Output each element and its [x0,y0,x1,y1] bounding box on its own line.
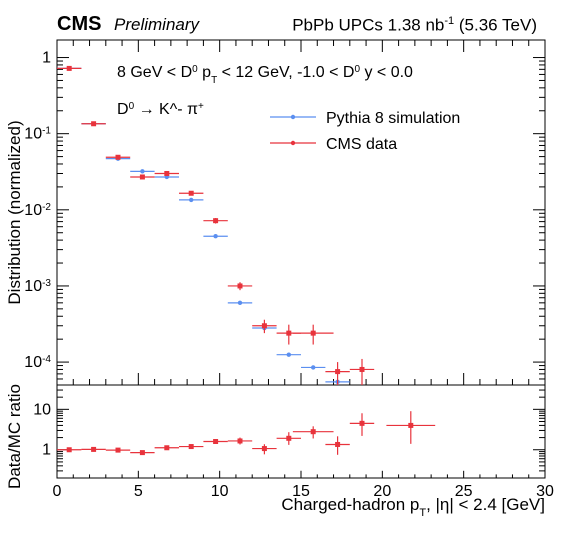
x-tick-label: 0 [53,483,62,500]
mc-point [140,169,145,174]
ratio-y-tick-label: 10 [33,401,51,418]
data-point [213,218,219,224]
mc-point [189,197,194,203]
ratio-y-tick-label: 1 [42,442,51,459]
ratio-point [310,429,316,435]
decay-annotation: D0​ → K^- π+​ [117,101,204,119]
ratio-point [237,438,243,444]
x-tick-label: 20 [373,483,391,500]
legend-label: CMS data [326,136,397,153]
x-tick-label: 25 [455,483,473,500]
ratio-y-axis-title: Data/MC ratio [5,384,24,489]
data-series [57,65,375,385]
selection-annotation: 8 GeV < D0​ pT​ < 12 GeV, -1.0 < D0​ y <… [117,64,413,86]
mc-point [237,300,243,306]
legend-marker [290,114,296,120]
ratio-point [261,446,267,452]
y-tick-label: 1 [42,50,51,67]
data-point [286,330,292,336]
data-point [66,65,72,71]
data-point [261,323,267,329]
ratio-point [66,447,72,453]
data-point [139,174,145,180]
data-point [188,190,194,196]
y-tick-label: 10-3​ [24,277,51,295]
ratio-point [213,439,219,445]
data-point [359,366,365,372]
ratio-point [408,422,414,428]
mc-point [213,234,218,239]
header: CMS Preliminary PbPb UPCs 1.38 nb-1 (5.3… [57,13,537,37]
mc-point [286,352,291,357]
x-tick-label: 10 [211,483,229,500]
y-tick-label: 10-2​ [24,201,51,219]
x-tick-label: 15 [292,483,310,500]
mc-series [57,66,350,385]
mc-point [311,365,316,370]
data-point [335,369,341,375]
data-point [91,121,97,127]
ratio-point [359,420,365,426]
experiment-label: CMS [57,13,102,35]
luminosity-label: PbPb UPCs 1.38 nb-1 (5.36 TeV) [292,15,537,35]
legend-label: Pythia 8 simulation [326,110,460,127]
y-axis-title: Distribution (normalized) [5,120,24,304]
y-tick-label: 10-1​ [24,125,51,143]
legend-marker [290,140,296,146]
data-point [164,170,170,176]
ratio-point [335,441,341,447]
ratio-point [139,450,145,456]
x-axis-title: Charged-hadron pT​, |η| < 2.4 [GeV] [281,495,545,519]
ratio-point [286,435,292,441]
status-label: Preliminary [114,15,200,34]
ratio-point [164,445,170,451]
data-point [115,154,121,160]
data-point [237,283,243,289]
x-tick-label: 30 [536,483,554,500]
data-point [310,330,316,336]
y-tick-label: 10-4​ [24,354,51,372]
ratio-point [115,447,121,453]
ratio-point [91,446,97,452]
x-tick-label: 5 [134,483,143,500]
ratio-series [57,411,436,456]
ratio-point [188,444,194,450]
